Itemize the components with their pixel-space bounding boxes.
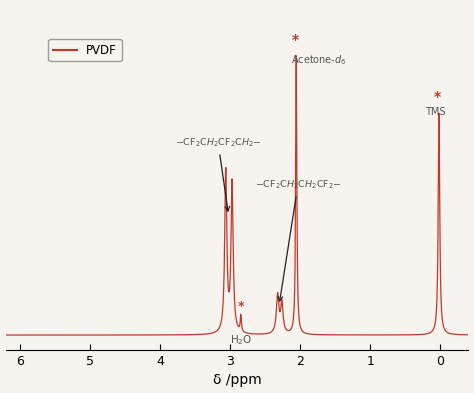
Legend: PVDF: PVDF [48, 39, 122, 61]
Text: $-$CF$_2$C$\it{H}_2$C$\it{H}_2$CF$_2$$-$: $-$CF$_2$C$\it{H}_2$C$\it{H}_2$CF$_2$$-$ [255, 179, 341, 301]
Text: TMS: TMS [426, 107, 446, 118]
X-axis label: δ /ppm: δ /ppm [213, 373, 261, 387]
Text: *: * [237, 299, 244, 312]
Text: $-$CF$_2$C$\it{H}_2$CF$_2$C$\it{H}_2$$-$: $-$CF$_2$C$\it{H}_2$CF$_2$C$\it{H}_2$$-$ [175, 137, 262, 211]
Text: H$_2$O: H$_2$O [229, 333, 252, 347]
Text: Acetone-$d_6$: Acetone-$d_6$ [291, 53, 346, 67]
Text: *: * [292, 33, 299, 48]
Text: *: * [434, 90, 441, 105]
